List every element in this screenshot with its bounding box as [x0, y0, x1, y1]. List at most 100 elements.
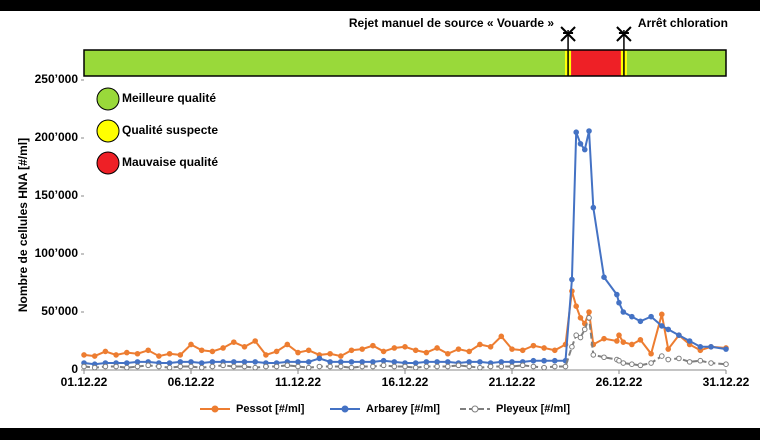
y-axis-label: Nombre de cellules HNA [#/ml]: [16, 138, 30, 312]
data-point: [686, 338, 693, 344]
data-point: [102, 348, 109, 355]
data-point: [659, 353, 665, 359]
legend-marker: [211, 405, 219, 413]
legend-label: Pessot [#/ml]: [236, 403, 305, 415]
data-point: [177, 359, 184, 365]
data-point: [434, 359, 440, 365]
data-point: [134, 350, 141, 357]
data-point: [590, 204, 597, 211]
data-point: [284, 341, 291, 348]
data-point: [586, 315, 592, 321]
data-point: [402, 344, 408, 350]
data-point: [252, 359, 258, 365]
data-point: [316, 355, 323, 362]
quality-legend-swatch: [96, 119, 120, 143]
data-point: [637, 337, 644, 343]
data-point: [601, 335, 607, 342]
data-point: [434, 345, 440, 351]
data-point: [209, 348, 216, 355]
data-point: [198, 347, 205, 354]
data-point: [530, 357, 537, 364]
annotation-icon: [560, 26, 576, 42]
data-point: [412, 360, 419, 366]
data-point: [220, 345, 226, 351]
data-point: [348, 347, 355, 354]
data-point: [263, 363, 269, 370]
data-point: [577, 141, 584, 147]
data-point: [541, 357, 547, 364]
data-point: [273, 363, 280, 370]
data-point: [665, 326, 672, 333]
data-point: [552, 363, 558, 370]
data-point: [541, 345, 547, 351]
data-point: [477, 341, 483, 348]
annotation-text: Arrêt chloration: [638, 16, 728, 30]
data-point: [445, 363, 451, 370]
quality-legend-swatch: [96, 87, 120, 111]
data-point: [295, 363, 301, 370]
y-tick-label: 200’000: [35, 130, 79, 144]
data-point: [648, 313, 654, 320]
data-point: [569, 276, 575, 283]
data-point: [434, 363, 440, 370]
data-point: [676, 332, 682, 339]
data-point: [370, 342, 376, 349]
data-point: [509, 346, 515, 352]
legend-label: Pleyeux [#/ml]: [496, 403, 570, 415]
data-point: [586, 128, 592, 134]
data-point: [477, 359, 483, 365]
data-point: [316, 363, 323, 370]
quality-period: [84, 50, 566, 76]
data-point: [573, 129, 580, 135]
data-point: [81, 352, 87, 358]
data-point: [659, 311, 665, 318]
data-point: [498, 363, 505, 370]
data-point: [113, 363, 119, 370]
data-point: [177, 352, 184, 358]
data-point: [616, 299, 622, 306]
data-point: [305, 364, 312, 371]
data-point: [509, 359, 515, 365]
data-point: [455, 346, 462, 352]
data-point: [616, 332, 622, 339]
data-point: [562, 363, 569, 370]
data-point: [723, 346, 729, 352]
data-point: [659, 323, 665, 329]
data-point: [391, 363, 398, 370]
data-point: [445, 359, 451, 365]
data-point: [231, 363, 237, 370]
x-tick-label: 01.12.22: [61, 375, 108, 389]
data-point: [552, 357, 558, 364]
data-point: [198, 360, 205, 366]
data-point: [477, 364, 483, 371]
data-point: [359, 363, 366, 370]
data-point: [487, 344, 494, 350]
data-point: [665, 356, 672, 363]
data-point: [573, 332, 580, 339]
data-point: [455, 362, 462, 369]
data-point: [380, 362, 387, 369]
x-tick-label: 31.12.22: [703, 375, 750, 389]
quality-period: [626, 50, 726, 76]
data-point: [348, 359, 355, 365]
data-point: [380, 348, 387, 355]
data-point: [466, 363, 473, 370]
data-point: [620, 339, 627, 345]
data-point: [220, 362, 226, 369]
data-point: [166, 360, 173, 366]
data-point: [412, 347, 419, 354]
quality-band-border: [83, 49, 727, 77]
legend-marker: [471, 405, 479, 413]
x-tick-label: 06.12.22: [168, 375, 215, 389]
data-point: [231, 359, 237, 365]
data-point: [198, 364, 205, 371]
data-point: [708, 344, 714, 350]
top-bar: [0, 0, 760, 11]
quality-period: [571, 50, 621, 76]
data-point: [231, 339, 237, 345]
data-point: [134, 359, 141, 365]
data-point: [102, 363, 109, 370]
quality-legend-label: Qualité suspecte: [122, 123, 218, 137]
data-point: [708, 360, 714, 366]
